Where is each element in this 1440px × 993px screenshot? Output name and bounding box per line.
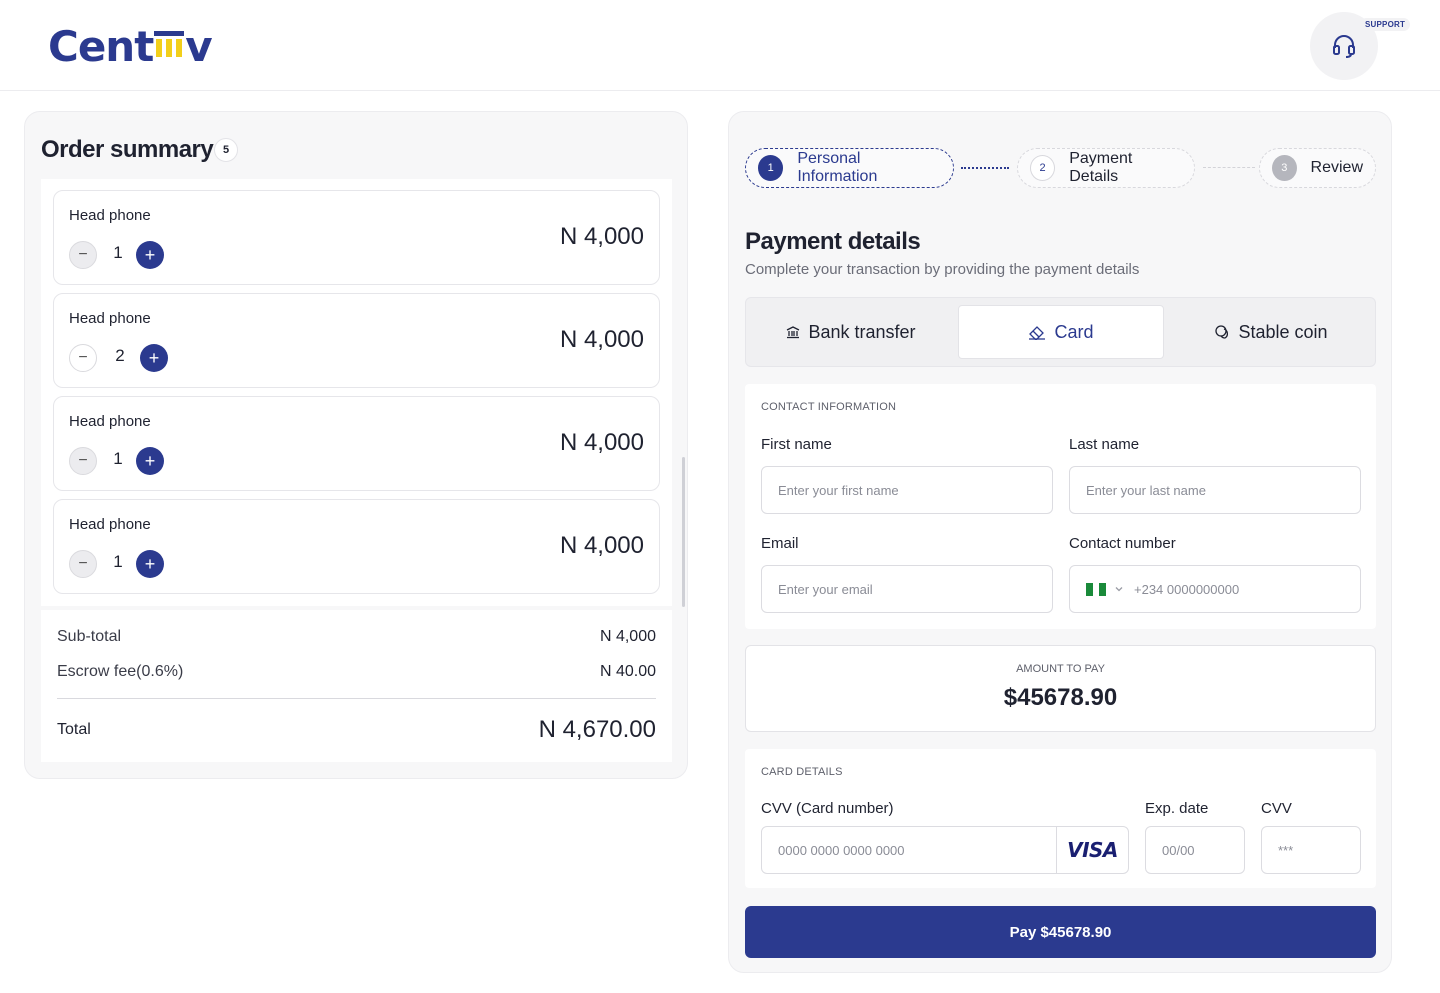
subtotal-label: Sub-total bbox=[57, 628, 122, 645]
card-section-label: CARD DETAILS bbox=[761, 766, 843, 778]
item-price: N 4,000 bbox=[559, 223, 644, 250]
logo-mark bbox=[154, 31, 185, 57]
nigeria-flag-icon[interactable] bbox=[1086, 582, 1107, 596]
escrow-fee-label: Escrow fee(0.6%) bbox=[57, 663, 184, 680]
increase-qty-button[interactable]: + bbox=[136, 241, 164, 269]
item-qty: 1 bbox=[113, 449, 123, 468]
decrease-qty-button[interactable]: − bbox=[69, 344, 97, 372]
last-name-input[interactable]: Enter your last name bbox=[1069, 466, 1361, 514]
decrease-qty-button[interactable]: − bbox=[69, 550, 97, 578]
item-price: N 4,000 bbox=[559, 429, 644, 456]
step-connector bbox=[1203, 167, 1255, 168]
exp-date-input[interactable]: 00/00 bbox=[1145, 826, 1245, 874]
contact-information-section: CONTACT INFORMATION First name Enter you… bbox=[745, 384, 1376, 629]
first-name-input[interactable]: Enter your first name bbox=[761, 466, 1053, 514]
order-items-list[interactable]: Head phone − 1 + N 4,000 Head phone − 2 … bbox=[41, 179, 672, 606]
card-icon bbox=[1029, 326, 1046, 340]
totals-divider bbox=[57, 698, 656, 699]
contact-number-field[interactable]: +234 0000000000 bbox=[1069, 565, 1361, 613]
item-price: N 4,000 bbox=[559, 326, 644, 353]
increase-qty-button[interactable]: + bbox=[136, 550, 164, 578]
centiiv-logo[interactable]: Cent v bbox=[48, 21, 213, 71]
headset-icon bbox=[1333, 35, 1355, 58]
increase-qty-button[interactable]: + bbox=[140, 344, 168, 372]
step-number: 2 bbox=[1030, 155, 1056, 181]
tab-label: Card bbox=[1054, 321, 1094, 342]
order-summary-panel: Order summary 5 Head phone − 1 + N 4,000… bbox=[24, 111, 688, 779]
subtotal-value: N 4,000 bbox=[599, 628, 656, 645]
email-input[interactable]: Enter your email bbox=[761, 565, 1053, 613]
order-item: Head phone − 1 + N 4,000 bbox=[53, 499, 660, 594]
step-number: 1 bbox=[758, 155, 784, 181]
step-number: 3 bbox=[1272, 155, 1297, 181]
logo-text-right: v bbox=[185, 21, 212, 71]
step-payment-details[interactable]: 2 Payment Details bbox=[1017, 148, 1195, 188]
phone-input-placeholder: +234 0000000000 bbox=[1134, 581, 1240, 597]
item-name: Head phone bbox=[69, 516, 151, 533]
step-label: Review bbox=[1310, 159, 1363, 176]
visa-logo-icon: VISA bbox=[1056, 827, 1128, 873]
contact-section-label: CONTACT INFORMATION bbox=[761, 401, 897, 413]
cvv-input[interactable]: *** bbox=[1261, 826, 1361, 874]
card-details-section: CARD DETAILS CVV (Card number) 0000 0000… bbox=[745, 749, 1376, 888]
payment-method-tabs: Bank transfer Card Stable coin bbox=[745, 297, 1376, 367]
top-header: Cent v SUPPORT bbox=[0, 0, 1440, 91]
tab-stable-coin[interactable]: Stable coin bbox=[1166, 305, 1376, 359]
first-name-label: First name bbox=[761, 436, 832, 453]
item-price: N 4,000 bbox=[559, 532, 644, 559]
step-label: Payment Details bbox=[1069, 150, 1133, 185]
email-label: Email bbox=[761, 535, 799, 552]
subtotal-row: Sub-total N 4,000 bbox=[57, 628, 656, 646]
step-connector bbox=[961, 167, 1009, 169]
pay-button[interactable]: Pay $45678.90 bbox=[745, 906, 1376, 958]
order-item: Head phone − 1 + N 4,000 bbox=[53, 190, 660, 285]
cvv-label: CVV bbox=[1261, 800, 1292, 817]
order-item: Head phone − 2 + N 4,000 bbox=[53, 293, 660, 388]
item-name: Head phone bbox=[69, 310, 151, 327]
coin-icon bbox=[1215, 325, 1229, 339]
card-number-placeholder: 0000 0000 0000 0000 bbox=[778, 842, 905, 858]
order-totals: Sub-total N 4,000 Escrow fee(0.6%) N 40.… bbox=[41, 610, 672, 762]
item-name: Head phone bbox=[69, 413, 151, 430]
card-number-label: CVV (Card number) bbox=[761, 800, 894, 817]
escrow-fee-value: N 40.00 bbox=[599, 663, 656, 680]
exp-date-label: Exp. date bbox=[1145, 800, 1209, 817]
order-summary-title: Order summary bbox=[41, 136, 214, 163]
amount-label: AMOUNT TO PAY bbox=[1016, 663, 1105, 675]
support-badge: SUPPORT bbox=[1360, 18, 1411, 31]
item-name: Head phone bbox=[69, 207, 151, 224]
item-qty: 1 bbox=[113, 552, 123, 571]
card-number-input[interactable]: 0000 0000 0000 0000 VISA bbox=[761, 826, 1129, 874]
total-label: Total bbox=[57, 721, 91, 738]
total-row: Total N 4,670.00 bbox=[57, 716, 656, 744]
payment-panel: 1 Personal Information 2 Payment Details… bbox=[728, 111, 1392, 973]
decrease-qty-button[interactable]: − bbox=[69, 447, 97, 475]
escrow-fee-row: Escrow fee(0.6%) N 40.00 bbox=[57, 663, 656, 681]
last-name-label: Last name bbox=[1069, 436, 1140, 453]
bank-icon bbox=[787, 326, 800, 339]
items-scrollbar[interactable] bbox=[682, 457, 685, 607]
tab-bank-transfer[interactable]: Bank transfer bbox=[746, 305, 956, 359]
order-item: Head phone − 1 + N 4,000 bbox=[53, 396, 660, 491]
decrease-qty-button[interactable]: − bbox=[69, 241, 97, 269]
amount-value: $45678.90 bbox=[1003, 684, 1118, 711]
order-count-badge: 5 bbox=[214, 138, 238, 162]
total-value: N 4,670.00 bbox=[538, 716, 656, 743]
step-personal-information[interactable]: 1 Personal Information bbox=[745, 148, 954, 188]
step-review[interactable]: 3 Review bbox=[1259, 148, 1376, 188]
tab-label: Bank transfer bbox=[808, 321, 916, 342]
chevron-down-icon[interactable] bbox=[1114, 584, 1124, 594]
increase-qty-button[interactable]: + bbox=[136, 447, 164, 475]
item-qty: 1 bbox=[113, 243, 123, 262]
item-qty: 2 bbox=[115, 346, 125, 365]
tab-label: Stable coin bbox=[1238, 321, 1328, 342]
payment-details-subtitle: Complete your transaction by providing t… bbox=[745, 261, 1140, 278]
payment-details-title: Payment details bbox=[745, 228, 921, 255]
step-label: Personal Information bbox=[797, 150, 878, 185]
tab-card[interactable]: Card bbox=[958, 305, 1164, 359]
contact-number-label: Contact number bbox=[1069, 535, 1176, 552]
amount-to-pay-box: AMOUNT TO PAY $45678.90 bbox=[745, 645, 1376, 732]
logo-text-left: Cent bbox=[48, 21, 154, 71]
